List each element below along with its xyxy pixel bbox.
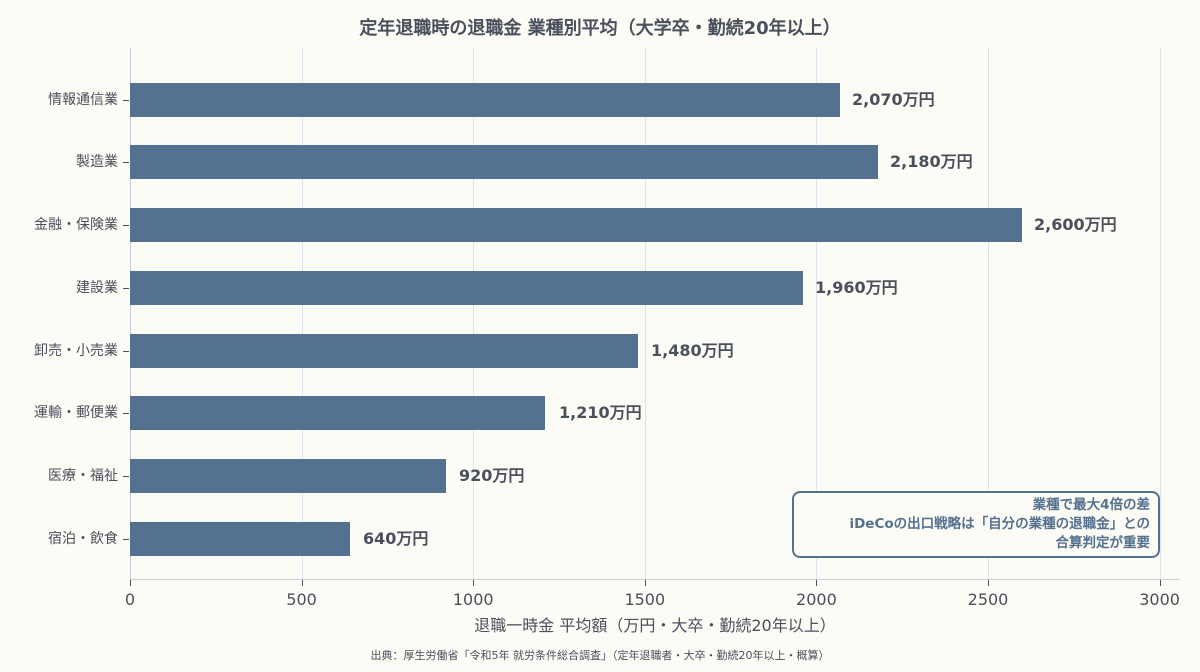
gridline: [1159, 48, 1161, 580]
bar-value-label: 2,180万円: [890, 152, 973, 171]
bar-value-label: 2,070万円: [852, 90, 935, 109]
y-tick-mark: [123, 539, 129, 540]
y-tick-mark: [123, 288, 129, 289]
annotation-box: 業種で最大4倍の差 iDeCoの出口戦略は「自分の業種の退職金」との 合算判定が…: [792, 491, 1160, 558]
y-tick-label: 建設業: [76, 280, 118, 296]
y-tick-mark: [123, 413, 129, 414]
x-tick-label: 500: [286, 590, 317, 609]
bar-value-label: 1,480万円: [651, 341, 734, 360]
y-tick-label: 情報通信業: [48, 92, 118, 108]
annotation-line: iDeCoの出口戦略は「自分の業種の退職金」との: [849, 516, 1150, 532]
x-tick-mark: [473, 580, 475, 586]
y-tick-mark: [123, 162, 129, 163]
x-tick-label: 1000: [452, 590, 494, 609]
y-axis-line: [130, 48, 131, 580]
bar-value-label: 1,960万円: [815, 278, 898, 297]
y-tick-mark: [123, 225, 129, 226]
x-tick-label: 1500: [624, 590, 666, 609]
y-tick-mark: [123, 351, 129, 352]
bar-iryo-fukushi: [130, 459, 446, 493]
plot-area: 2,070万円 2,180万円 2,600万円 1,960万円 1,480万円 …: [130, 48, 1180, 580]
y-tick-label: 運輸・郵便業: [34, 405, 118, 421]
bar-kinyu-hoken: [130, 208, 1023, 242]
y-tick-label: 製造業: [76, 154, 118, 170]
chart-title: 定年退職時の退職金 業種別平均（大学卒・勤続20年以上）: [359, 18, 841, 39]
gridline: [473, 48, 475, 580]
x-tick-mark: [816, 580, 818, 586]
gridline: [988, 48, 989, 580]
x-tick-label: 2000: [796, 590, 837, 609]
bar-joho-tsushin: [130, 83, 841, 117]
x-tick-label: 3000: [1139, 590, 1180, 609]
x-tick-mark: [644, 580, 646, 586]
y-tick-label: 卸売・小売業: [34, 343, 118, 359]
annotation-line: 業種で最大4倍の差: [1032, 497, 1150, 513]
bar-oroshi-kouri: [130, 334, 638, 368]
y-tick-label: 宿泊・飲食: [48, 531, 118, 547]
gridline: [644, 48, 646, 580]
y-tick-mark: [123, 476, 129, 477]
bar-unyu-yubin: [130, 396, 546, 430]
x-tick-mark: [1159, 580, 1161, 586]
x-tick-label: 0: [124, 590, 136, 609]
x-tick-mark: [130, 580, 131, 586]
bar-value-label: 1,210万円: [559, 403, 642, 422]
annotation-line: 合算判定が重要: [1055, 535, 1151, 551]
source-note: 出典：厚生労働省「令和5年 就労条件総合調査」（定年退職者・大卒・勤続20年以上…: [370, 649, 830, 662]
x-tick-mark: [301, 580, 303, 586]
bar-value-label: 920万円: [459, 466, 525, 485]
bar-kensetsu: [130, 271, 803, 305]
bar-value-label: 640万円: [363, 529, 429, 548]
gridline: [301, 48, 303, 580]
x-tick-label: 2500: [967, 590, 1009, 609]
bar-value-label: 2,600万円: [1034, 215, 1117, 234]
bar-shukuhaku-inshoku: [130, 522, 350, 556]
y-tick-label: 医療・福祉: [48, 468, 118, 484]
gridline: [816, 48, 818, 580]
y-tick-label: 金融・保険業: [34, 217, 118, 233]
bar-seizo: [130, 145, 879, 179]
x-tick-mark: [988, 580, 989, 586]
x-axis-title: 退職一時金 平均額（万円・大卒・勤続20年以上）: [474, 616, 836, 635]
x-axis-line: [130, 579, 1180, 580]
y-tick-mark: [123, 100, 129, 101]
